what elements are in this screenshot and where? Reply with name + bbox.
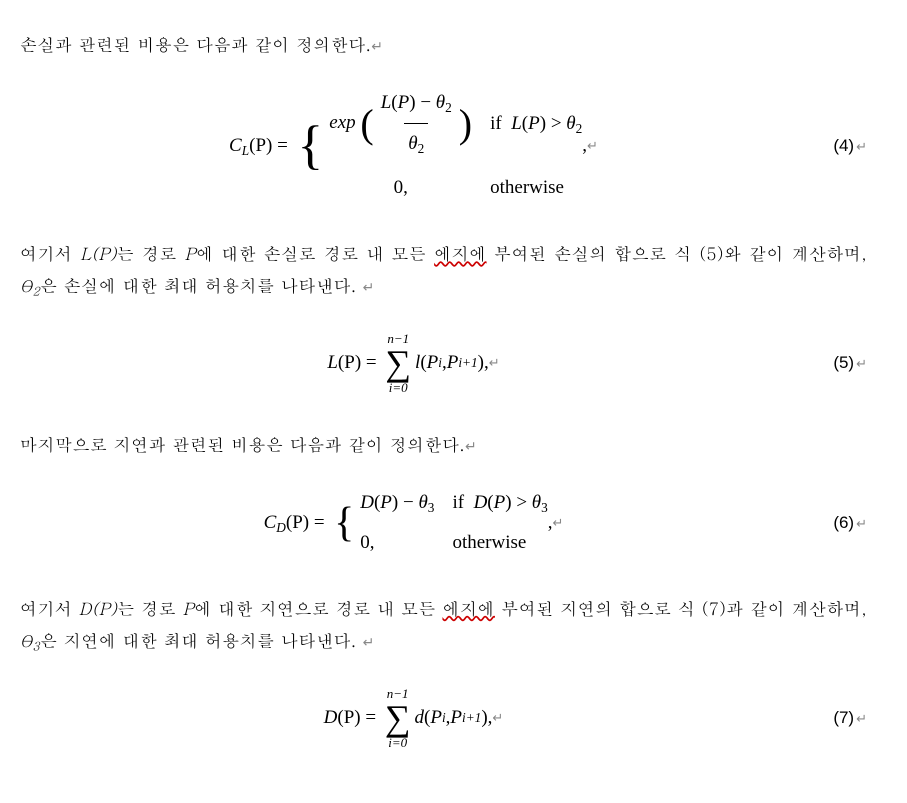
summation-icon: n−1 ∑ i=0 (385, 687, 411, 749)
eq5-L: L (327, 345, 338, 381)
text: 손실과 관련된 비용은 다음과 같이 정의한다. (20, 32, 371, 56)
equation-6-body: CD(P) = { D(P) − θ3 if D(P) > θ3 0, othe… (20, 485, 807, 561)
return-mark: ↵ (363, 634, 375, 650)
equation-7-number: (7)↵ (807, 702, 867, 734)
eq4-cases: { exp ( L(P) − θ2 θ2 ) if L(P) > θ2 0, o… (297, 85, 582, 206)
paragraph-loss-cost-intro: 손실과 관련된 비용은 다음과 같이 정의한다.↵ (20, 28, 867, 60)
equation-4: CL(P) = { exp ( L(P) − θ2 θ2 ) if L(P) >… (20, 85, 867, 206)
return-mark: ↵ (856, 516, 867, 531)
inline-math-theta3: θ3 (20, 628, 40, 652)
eq6-case1-expr: D(P) − θ3 (360, 485, 434, 521)
eq6-cases: { D(P) − θ3 if D(P) > θ3 0, otherwise (334, 485, 548, 561)
eq6-arg: P (292, 505, 303, 541)
inline-math-theta2: θ2 (20, 273, 40, 297)
paragraph-loss-explain: 여기서 L(P)는 경로 P에 대한 손실로 경로 내 모든 에지에 부여된 손… (20, 237, 867, 303)
eq4-arg: P (255, 128, 266, 164)
eq5-arg: P (344, 345, 355, 381)
eq5-l: l (415, 345, 420, 381)
eq6-CD: CD (264, 505, 286, 541)
equation-5-body: L(P) = n−1 ∑ i=0 l(Pi, Pi+1),↵ (20, 332, 807, 394)
left-brace-icon: { (297, 127, 323, 165)
return-mark: ↵ (371, 38, 383, 54)
return-mark: ↵ (856, 139, 867, 154)
paragraph-delay-explain: 여기서 D(P)는 경로 P에 대한 지연으로 경로 내 모든 에지에 부여된 … (20, 592, 867, 658)
return-mark: ↵ (492, 706, 503, 731)
spellcheck-squiggle: 에지에 (442, 596, 495, 620)
return-mark: ↵ (856, 356, 867, 371)
inline-math-P: P (183, 596, 195, 620)
eq4-case2-cond: otherwise (490, 170, 582, 206)
equation-6-number: (6)↵ (807, 507, 867, 539)
equation-7: D(P) = n−1 ∑ i=0 d(Pi, Pi+1),↵ (7)↵ (20, 683, 867, 753)
equation-4-body: CL(P) = { exp ( L(P) − θ2 θ2 ) if L(P) >… (20, 85, 807, 206)
return-mark: ↵ (587, 134, 598, 159)
return-mark: ↵ (465, 438, 477, 454)
eq4-case1-expr: exp ( L(P) − θ2 θ2 ) (329, 85, 472, 162)
eq4-CL: CL (229, 128, 249, 164)
left-brace-icon: { (334, 509, 354, 538)
inline-math-DP: D(P) (79, 596, 117, 620)
eq6-case1-cond: if D(P) > θ3 (452, 485, 547, 521)
spellcheck-squiggle: 에지에 (434, 241, 487, 265)
return-mark: ↵ (553, 511, 564, 536)
equation-5-number: (5)↵ (807, 347, 867, 379)
paragraph-delay-cost-intro: 마지막으로 지연과 관련된 비용은 다음과 같이 정의한다.↵ (20, 428, 867, 460)
return-mark: ↵ (856, 711, 867, 726)
return-mark: ↵ (363, 279, 375, 295)
eq7-arg: P (344, 700, 355, 736)
equation-6: CD(P) = { D(P) − θ3 if D(P) > θ3 0, othe… (20, 485, 867, 561)
inline-math-LP: L(P) (80, 241, 117, 265)
eq7-d: d (415, 700, 425, 736)
return-mark: ↵ (489, 351, 500, 376)
equation-4-number: (4)↵ (807, 130, 867, 162)
eq6-case2-cond: otherwise (452, 525, 547, 561)
inline-math-P: P (185, 241, 197, 265)
eq7-D: D (324, 700, 338, 736)
eq4-case2-expr: 0, (329, 170, 472, 206)
summation-icon: n−1 ∑ i=0 (385, 332, 411, 394)
eq4-case1-cond: if L(P) > θ2 (490, 106, 582, 142)
equation-5: L(P) = n−1 ∑ i=0 l(Pi, Pi+1),↵ (5)↵ (20, 328, 867, 398)
equation-7-body: D(P) = n−1 ∑ i=0 d(Pi, Pi+1),↵ (20, 687, 807, 749)
eq6-case2-expr: 0, (360, 525, 434, 561)
